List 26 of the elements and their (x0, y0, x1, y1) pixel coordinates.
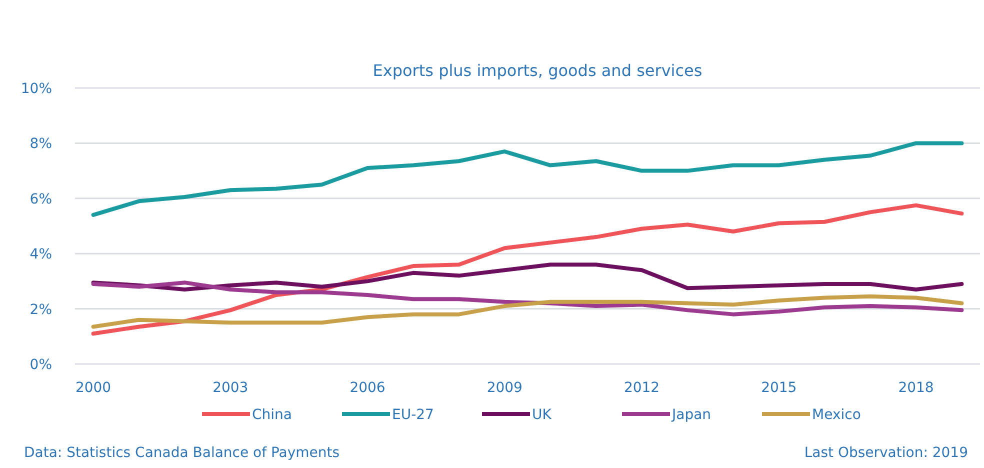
x-tick-label: 2003 (212, 380, 248, 396)
line-series (91, 141, 964, 217)
x-tick-label: 2000 (75, 380, 112, 396)
y-tick-label: 0% (30, 357, 52, 373)
x-tick-label: 2015 (761, 380, 797, 396)
legend-label: Mexico (812, 407, 861, 423)
chart-title: Exports plus imports, goods and services (372, 61, 702, 80)
y-tick-label: 10% (20, 81, 52, 97)
y-tick-label: 4% (30, 246, 52, 263)
line-series (91, 203, 964, 336)
legend-label: UK (532, 407, 552, 423)
legend-label: China (252, 407, 292, 423)
line-series (91, 280, 964, 316)
x-tick-label: 2006 (350, 380, 386, 396)
legend-label: Japan (671, 407, 712, 423)
x-tick-label: 2012 (624, 380, 660, 396)
x-tick-label: 2018 (898, 380, 934, 396)
line-series (91, 262, 964, 292)
y-tick-label: 2% (30, 302, 52, 318)
legend-label: EU-27 (392, 407, 434, 423)
y-tick-label: 6% (30, 191, 52, 208)
text: Last Observation: 2019 (804, 445, 968, 461)
line-series (91, 294, 964, 329)
y-tick-label: 8% (30, 136, 52, 152)
x-tick-label: 2009 (486, 380, 522, 396)
text: Data: Statistics Canada Balance of Payments (24, 445, 340, 461)
